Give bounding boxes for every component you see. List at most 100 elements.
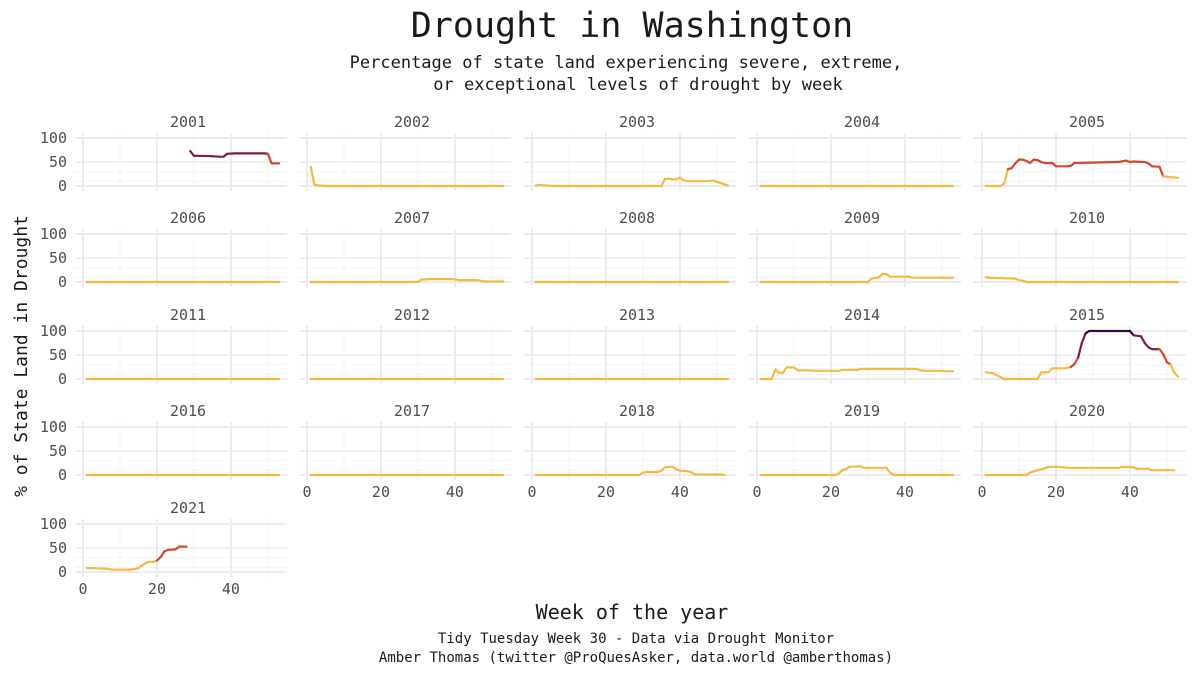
x-tick-label: 40 [1121,483,1139,501]
y-axis-label: % of State Land in Drought [11,215,32,497]
series-line-segment [211,155,221,158]
x-tick-label: 20 [148,580,166,598]
y-tick-label: 0 [58,563,67,581]
y-tick-label: 100 [40,225,67,243]
facet-panel-2013: 2013 [524,306,736,384]
series-line-segment [1073,356,1080,366]
y-tick-label: 100 [40,418,67,436]
facet-strip-label: 2007 [394,209,430,227]
facet-panel-2002: 2002 [299,113,511,191]
facet-panel-2014: 2014 [749,306,961,384]
facet-panel-2016: 2016 0 50 100 [40,402,287,484]
series-line-segment [1162,175,1180,179]
facet-strip-label: 2003 [619,113,655,131]
x-tick-label: 20 [1047,483,1065,501]
x-tick-label: 0 [752,483,761,501]
series-line-segment [1036,467,1047,472]
series-line-segment [317,184,331,188]
facet-strip-label: 2016 [170,402,206,420]
series-line-segment [1028,469,1039,474]
facet-panel-2003: 2003 [524,113,736,191]
series-line-segment [988,276,1002,280]
x-tick-label: 40 [446,483,464,501]
facet-strip-label: 2002 [394,113,430,131]
facet-strip-label: 2019 [844,402,880,420]
series-line-segment [1080,332,1087,345]
series-line-segment [1062,365,1072,370]
facet-strip-label: 2020 [1069,402,1105,420]
x-tick-label: 20 [822,483,840,501]
facet-strip-label: 2009 [844,209,880,227]
facet-panel-2018: 2018 0 20 40 [524,402,736,501]
chart-subtitle-line-1: Percentage of state land experiencing se… [350,53,903,73]
x-tick-label: 20 [597,483,615,501]
facet-panel-2020: 2020 0 20 40 [974,402,1186,501]
series-line-segment [1077,341,1083,359]
facet-strip-label: 2014 [844,306,880,324]
series-line-segment [719,473,726,477]
series-line-segment [984,371,995,375]
x-tick-label: 40 [222,580,240,598]
y-tick-label: 0 [58,177,67,195]
x-tick-label: 40 [671,483,689,501]
facet-strip-label: 2012 [394,306,430,324]
facet-strip-label: 2010 [1069,209,1105,227]
series-line-segment [1139,335,1146,345]
y-tick-label: 0 [58,466,67,484]
facet-strip-label: 2017 [394,402,430,420]
x-tick-label: 0 [527,483,536,501]
facet-panel-2007: 2007 [299,209,511,287]
facet-panel-2011: 2011 0 50 100 [40,306,287,388]
series-line-segment [1162,352,1169,364]
facet-panel-2008: 2008 [524,209,736,287]
facet-panel-2004: 2004 [749,113,961,191]
series-line-segment [545,184,556,188]
facet-panel-2010: 2010 [974,209,1186,287]
facet-strip-label: 2021 [170,499,206,517]
facet-panels: 2001 0 50 100 2002 2003 2004 2005 2006 0 50 100 2007… [40,113,1186,598]
facet-strip-label: 2013 [619,306,655,324]
facet-strip-label: 2004 [844,113,880,131]
series-line-segment [309,165,316,186]
y-tick-label: 100 [40,515,67,533]
series-line-segment [476,279,486,283]
facet-strip-label: 2006 [170,209,206,227]
series-line-segment [1158,165,1165,178]
y-tick-label: 0 [58,370,67,388]
series-line-segment [1173,371,1180,378]
series-line-segment [167,548,177,552]
facet-strip-label: 2018 [619,402,655,420]
series-line-segment [130,567,140,571]
series-line-segment [712,179,722,185]
series-line-segment [1121,465,1135,469]
x-tick-label: 20 [372,483,390,501]
facet-panel-2009: 2009 [749,209,961,287]
series-line-segment [719,182,730,187]
facet-strip-label: 2015 [1069,306,1105,324]
y-tick-label: 50 [49,249,67,267]
series-line-segment [660,177,667,188]
facet-strip-label: 2005 [1069,113,1105,131]
chart-subtitle-line-2: or exceptional levels of drought by week [433,75,842,95]
y-tick-label: 50 [49,442,67,460]
series-line-segment [1117,159,1128,164]
y-tick-label: 50 [49,153,67,171]
x-tick-label: 0 [78,580,87,598]
series-line-segment [1036,371,1043,381]
x-axis-label: Week of the year [536,600,729,624]
series-line-segment [700,179,715,183]
y-tick-label: 50 [49,346,67,364]
series-line-segment [104,567,114,571]
facet-strip-label: 2011 [170,306,206,324]
series-line-segment [1132,334,1143,338]
y-tick-label: 100 [40,322,67,340]
x-tick-label: 0 [977,483,986,501]
y-tick-label: 0 [58,273,67,291]
facet-strip-label: 2008 [619,209,655,227]
series-line-segment [995,374,1006,381]
caption-line-1: Tidy Tuesday Week 30 - Data via Drought … [438,631,834,647]
facet-panel-2015: 2015 [974,306,1186,384]
x-tick-label: 40 [896,483,914,501]
facet-panel-2017: 2017 0 20 40 [299,402,511,501]
facet-strip-label: 2001 [170,113,206,131]
